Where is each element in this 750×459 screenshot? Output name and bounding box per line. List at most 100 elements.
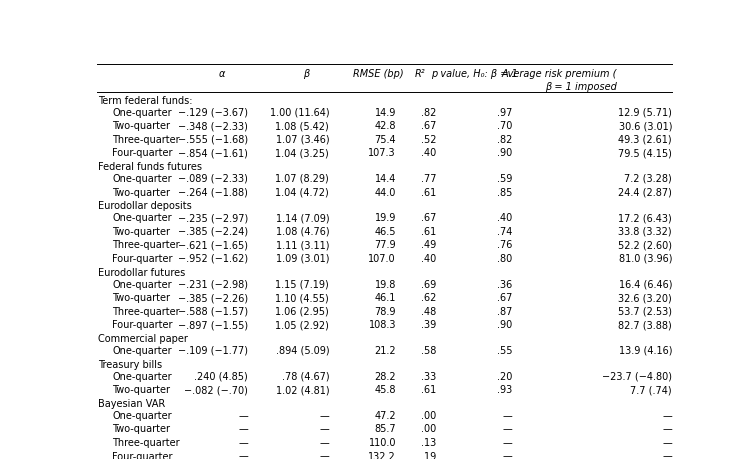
Text: One-quarter: One-quarter (112, 280, 172, 290)
Text: .82: .82 (422, 107, 436, 118)
Text: —: — (238, 424, 248, 434)
Text: Term federal funds:: Term federal funds: (98, 95, 193, 106)
Text: Two-quarter: Two-quarter (112, 293, 170, 303)
Text: 85.7: 85.7 (374, 424, 396, 434)
Text: —: — (320, 424, 329, 434)
Text: 47.2: 47.2 (374, 411, 396, 421)
Text: Two-quarter: Two-quarter (112, 227, 170, 237)
Text: —: — (662, 438, 672, 448)
Text: p value, H₀: β = 1: p value, H₀: β = 1 (431, 69, 518, 79)
Text: —: — (503, 424, 512, 434)
Text: .00: .00 (422, 424, 436, 434)
Text: 1.08 (4.76): 1.08 (4.76) (275, 227, 329, 237)
Text: .67: .67 (422, 213, 436, 223)
Text: .894 (5.09): .894 (5.09) (275, 346, 329, 356)
Text: .20: .20 (496, 371, 512, 381)
Text: .67: .67 (496, 293, 512, 303)
Text: −.385 (−2.24): −.385 (−2.24) (178, 227, 248, 237)
Text: .240 (4.85): .240 (4.85) (194, 371, 248, 381)
Text: 75.4: 75.4 (374, 135, 396, 145)
Text: Three-quarter: Three-quarter (112, 135, 180, 145)
Text: −.235 (−2.97): −.235 (−2.97) (178, 213, 248, 223)
Text: 12.9 (5.71): 12.9 (5.71) (618, 107, 672, 118)
Text: 1.14 (7.09): 1.14 (7.09) (275, 213, 329, 223)
Text: 1.15 (7.19): 1.15 (7.19) (275, 280, 329, 290)
Text: .55: .55 (496, 346, 512, 356)
Text: .40: .40 (497, 213, 512, 223)
Text: .39: .39 (422, 320, 436, 330)
Text: .48: .48 (422, 307, 436, 317)
Text: 108.3: 108.3 (368, 320, 396, 330)
Text: α: α (218, 69, 225, 79)
Text: Four-quarter: Four-quarter (112, 452, 172, 459)
Text: One-quarter: One-quarter (112, 371, 172, 381)
Text: .85: .85 (496, 188, 512, 197)
Text: 7.2 (3.28): 7.2 (3.28) (624, 174, 672, 184)
Text: .49: .49 (422, 241, 436, 250)
Text: .97: .97 (496, 107, 512, 118)
Text: .00: .00 (422, 411, 436, 421)
Text: 82.7 (3.88): 82.7 (3.88) (618, 320, 672, 330)
Text: −.555 (−1.68): −.555 (−1.68) (178, 135, 248, 145)
Text: Three-quarter: Three-quarter (112, 438, 180, 448)
Text: .87: .87 (496, 307, 512, 317)
Text: RMSE (bp): RMSE (bp) (353, 69, 404, 79)
Text: 1.09 (3.01): 1.09 (3.01) (276, 254, 329, 264)
Text: Bayesian VAR: Bayesian VAR (98, 399, 166, 409)
Text: .61: .61 (422, 227, 436, 237)
Text: Average risk premium (: Average risk premium ( (502, 69, 616, 79)
Text: 21.2: 21.2 (374, 346, 396, 356)
Text: β = 1 imposed: β = 1 imposed (545, 82, 616, 92)
Text: −.231 (−2.98): −.231 (−2.98) (178, 280, 248, 290)
Text: −.348 (−2.33): −.348 (−2.33) (178, 121, 248, 131)
Text: −.897 (−1.55): −.897 (−1.55) (178, 320, 248, 330)
Text: .90: .90 (497, 320, 512, 330)
Text: .61: .61 (422, 385, 436, 395)
Text: One-quarter: One-quarter (112, 107, 172, 118)
Text: —: — (662, 411, 672, 421)
Text: 1.00 (11.64): 1.00 (11.64) (269, 107, 329, 118)
Text: Two-quarter: Two-quarter (112, 424, 170, 434)
Text: —: — (320, 452, 329, 459)
Text: .67: .67 (422, 121, 436, 131)
Text: 78.9: 78.9 (374, 307, 396, 317)
Text: Two-quarter: Two-quarter (112, 121, 170, 131)
Text: One-quarter: One-quarter (112, 346, 172, 356)
Text: .80: .80 (497, 254, 512, 264)
Text: 19.9: 19.9 (375, 213, 396, 223)
Text: —: — (503, 438, 512, 448)
Text: −.082 (−.70): −.082 (−.70) (184, 385, 248, 395)
Text: Two-quarter: Two-quarter (112, 385, 170, 395)
Text: —: — (503, 411, 512, 421)
Text: 1.04 (4.72): 1.04 (4.72) (275, 188, 329, 197)
Text: .70: .70 (496, 121, 512, 131)
Text: 33.8 (3.32): 33.8 (3.32) (619, 227, 672, 237)
Text: .77: .77 (422, 174, 436, 184)
Text: .33: .33 (422, 371, 436, 381)
Text: 19.8: 19.8 (375, 280, 396, 290)
Text: R²: R² (415, 69, 426, 79)
Text: 32.6 (3.20): 32.6 (3.20) (618, 293, 672, 303)
Text: .74: .74 (496, 227, 512, 237)
Text: 132.2: 132.2 (368, 452, 396, 459)
Text: .78 (4.67): .78 (4.67) (281, 371, 329, 381)
Text: 17.2 (6.43): 17.2 (6.43) (618, 213, 672, 223)
Text: Four-quarter: Four-quarter (112, 148, 172, 158)
Text: −.952 (−1.62): −.952 (−1.62) (178, 254, 248, 264)
Text: 110.0: 110.0 (368, 438, 396, 448)
Text: One-quarter: One-quarter (112, 174, 172, 184)
Text: 28.2: 28.2 (374, 371, 396, 381)
Text: −23.7 (−4.80): −23.7 (−4.80) (602, 371, 672, 381)
Text: .52: .52 (422, 135, 436, 145)
Text: —: — (662, 424, 672, 434)
Text: 53.7 (2.53): 53.7 (2.53) (618, 307, 672, 317)
Text: 14.4: 14.4 (375, 174, 396, 184)
Text: 1.04 (3.25): 1.04 (3.25) (275, 148, 329, 158)
Text: .76: .76 (496, 241, 512, 250)
Text: —: — (662, 452, 672, 459)
Text: 1.07 (8.29): 1.07 (8.29) (275, 174, 329, 184)
Text: —: — (238, 438, 248, 448)
Text: Eurodollar futures: Eurodollar futures (98, 268, 186, 278)
Text: 79.5 (4.15): 79.5 (4.15) (618, 148, 672, 158)
Text: 81.0 (3.96): 81.0 (3.96) (619, 254, 672, 264)
